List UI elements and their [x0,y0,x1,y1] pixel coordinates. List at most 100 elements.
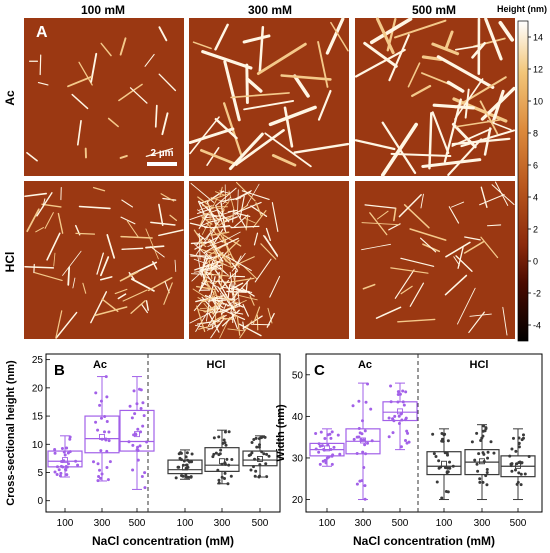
fibril [227,328,244,332]
sample-point [255,445,259,449]
sample-point [65,465,69,469]
sample-point [489,440,493,444]
y-tick-label: 25 [32,355,44,366]
fibril [221,303,227,316]
fibril [361,222,400,226]
sample-point [143,486,147,490]
fibril [227,209,238,213]
fibril [94,306,128,317]
sample-point [104,437,108,441]
y-tick-label: 15 [32,412,44,423]
sample-point [362,466,366,470]
sample-point [517,445,521,449]
fibril [242,265,258,280]
fibril [230,310,238,330]
sample-point [470,440,474,444]
sample-point [357,399,361,403]
fibril [201,220,214,226]
sample-point [397,414,401,418]
sample-point [329,436,333,440]
fibril [457,287,476,325]
sample-point [55,473,59,477]
sample-point [366,382,370,386]
fibril [207,299,227,302]
fibril [446,80,465,93]
sample-point [177,452,181,456]
fibril [161,112,169,136]
sample-point [435,480,439,484]
sample-point [251,465,255,469]
column-label-300: 300 mM [248,3,292,17]
fibril [455,118,504,128]
fibril [78,61,93,86]
sample-point [211,455,215,459]
fibril [453,256,460,266]
sample-point [140,474,144,478]
fibril [394,269,415,299]
x-tick-label: 500 [510,518,527,529]
sample-point [481,451,485,455]
fibril [235,190,252,201]
sample-point [60,459,64,463]
fibril [210,317,225,339]
fibril [451,201,465,208]
fibril [443,98,462,163]
sample-point [257,445,261,449]
x-tick-label: 300 [214,518,231,529]
sample-point [174,476,178,480]
fibril [409,228,447,241]
fibril [364,204,396,209]
sample-point [262,452,266,456]
box [204,447,240,472]
sample-point [223,471,227,475]
sample-point [223,462,227,466]
sample-point [481,434,485,438]
fibril [479,100,499,135]
x-axis-label-c: NaCl concentration (mM) [353,534,495,548]
sample-point [102,430,106,434]
sample-point [135,402,139,406]
panel-label-b: B [54,362,65,379]
sample-point [68,437,72,441]
sample-point [136,427,140,431]
sample-point [518,460,522,464]
fibril [237,189,239,216]
x-tick-label: 500 [129,518,146,529]
fibril [242,321,245,332]
sample-point [484,474,488,478]
sample-point [66,462,70,466]
sample-point [264,462,268,466]
y-tick-label: 10 [32,440,44,451]
sample-point [53,451,57,455]
fibril [117,293,127,300]
fibril [44,212,54,229]
fibril [445,241,471,258]
sample-point [515,482,519,486]
fibril [96,252,104,275]
sample-point [108,460,112,464]
sample-point [364,400,368,404]
sample-point [220,462,224,466]
fibril [431,42,460,56]
sample-point [486,456,490,460]
fibril [145,147,174,157]
sample-point [521,433,525,437]
fibril [221,286,250,293]
box-mean [441,460,447,467]
fibril [483,127,492,156]
box [84,415,120,454]
fibril [162,197,177,201]
fibril [393,19,447,39]
colorbar-tick-label: 2 [533,225,538,235]
fibril [451,122,477,149]
fibril [451,137,511,146]
sample-point [314,447,318,451]
fibril [145,245,165,249]
colorbar-tick-label: 8 [533,129,538,139]
sample-point [357,426,361,430]
sample-point [94,420,98,424]
fibril [376,210,389,220]
sample-point [219,448,223,452]
sample-point [482,460,486,464]
